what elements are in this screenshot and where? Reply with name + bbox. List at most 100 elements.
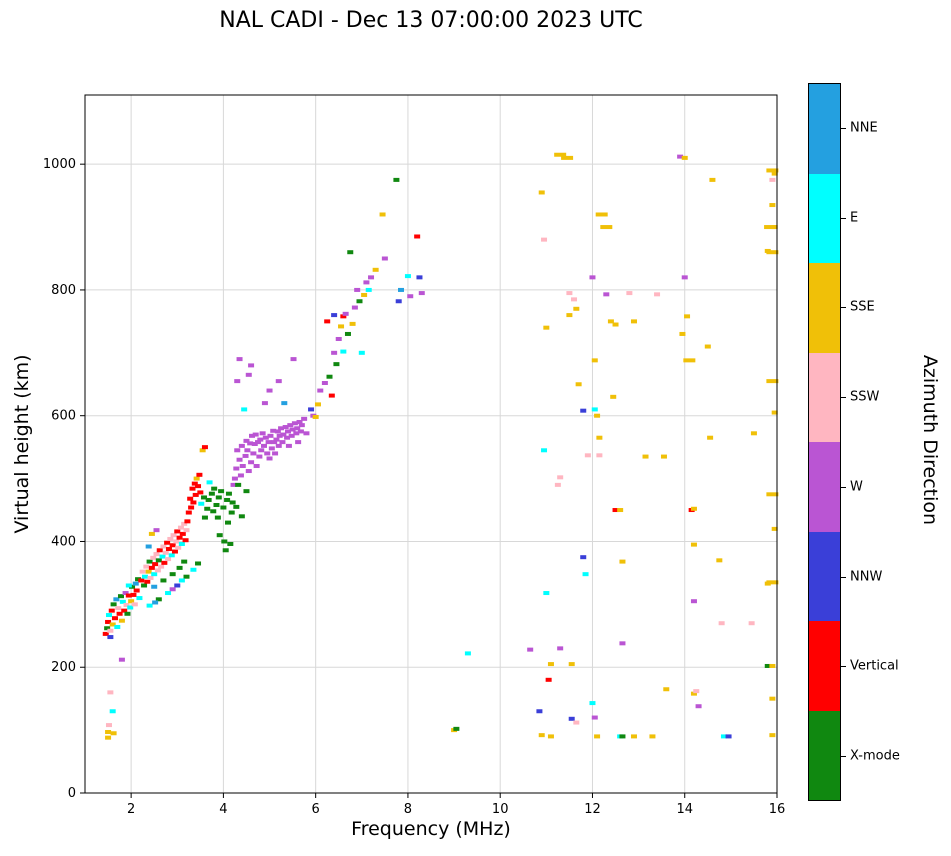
data-point xyxy=(196,472,203,477)
data-point xyxy=(187,496,194,501)
data-point xyxy=(368,275,375,280)
data-point xyxy=(156,548,163,553)
data-point xyxy=(340,349,347,354)
data-point xyxy=(243,489,250,494)
data-point xyxy=(416,275,423,280)
data-point xyxy=(224,497,231,502)
data-point xyxy=(281,401,288,406)
data-point xyxy=(748,621,755,626)
data-point xyxy=(153,552,160,557)
data-point xyxy=(642,454,649,459)
data-point xyxy=(251,442,258,446)
colorbar-category-label: Vertical xyxy=(850,658,899,674)
data-point xyxy=(155,558,162,563)
data-point xyxy=(171,549,178,554)
data-point xyxy=(216,533,223,538)
colorbar-segment-x-mode xyxy=(809,710,840,800)
data-point xyxy=(141,583,148,588)
data-point xyxy=(750,431,757,436)
data-point xyxy=(690,691,697,696)
data-point xyxy=(340,314,347,319)
data-point xyxy=(247,441,254,446)
data-point xyxy=(681,275,688,280)
x-tick-label: 6 xyxy=(312,802,320,817)
data-point xyxy=(221,539,228,544)
data-point xyxy=(133,588,140,593)
data-point xyxy=(600,225,613,230)
data-point xyxy=(228,510,235,515)
data-point xyxy=(381,256,388,261)
data-point xyxy=(233,466,240,471)
data-point xyxy=(176,535,183,540)
data-point xyxy=(571,297,578,302)
data-point xyxy=(188,505,195,510)
data-point xyxy=(619,734,626,739)
data-point xyxy=(771,526,778,531)
data-point xyxy=(201,495,208,500)
data-point xyxy=(677,154,684,159)
data-point xyxy=(769,203,776,208)
data-point xyxy=(150,555,157,560)
data-point xyxy=(225,520,232,525)
data-point xyxy=(630,319,637,324)
data-point xyxy=(141,574,148,579)
data-point xyxy=(683,358,696,363)
data-point xyxy=(145,569,152,574)
plot-border xyxy=(84,94,778,794)
data-point xyxy=(285,443,292,448)
data-point xyxy=(183,528,190,533)
data-point xyxy=(766,580,779,585)
data-point xyxy=(201,445,208,450)
data-point xyxy=(284,429,291,434)
data-point xyxy=(303,431,310,436)
data-point xyxy=(222,548,229,553)
x-tick-label: 16 xyxy=(769,802,786,817)
colorbar-tick xyxy=(841,666,846,668)
data-point xyxy=(295,440,302,445)
y-tick-label: 400 xyxy=(51,534,76,549)
data-point xyxy=(248,460,255,465)
data-point xyxy=(183,574,190,579)
data-point xyxy=(233,504,240,509)
data-point xyxy=(260,443,267,448)
data-point xyxy=(607,319,614,324)
data-point xyxy=(591,715,598,720)
data-point xyxy=(124,611,131,616)
colorbar-segment-ssw xyxy=(809,352,840,442)
data-point xyxy=(162,550,169,555)
data-point xyxy=(275,379,282,384)
data-point xyxy=(275,443,282,448)
data-point xyxy=(317,388,324,393)
data-point xyxy=(766,168,779,173)
data-point xyxy=(547,662,554,667)
data-point xyxy=(595,212,608,217)
data-point xyxy=(265,440,272,445)
data-point xyxy=(229,500,236,505)
data-point xyxy=(594,413,601,418)
data-point xyxy=(155,597,162,602)
data-point xyxy=(690,542,697,547)
data-point xyxy=(128,599,135,604)
data-point xyxy=(205,497,212,502)
data-point xyxy=(122,591,129,596)
data-point xyxy=(338,324,345,329)
data-point xyxy=(414,234,421,239)
data-point xyxy=(175,545,182,550)
data-point xyxy=(213,502,220,507)
data-point xyxy=(288,433,295,438)
data-point xyxy=(365,287,372,292)
data-point xyxy=(160,544,167,549)
data-point xyxy=(536,709,543,714)
data-point xyxy=(342,311,349,316)
data-point xyxy=(769,696,776,701)
data-point xyxy=(589,275,596,280)
y-tick-label: 800 xyxy=(51,283,76,298)
data-point xyxy=(170,533,177,538)
data-point xyxy=(165,591,172,596)
data-point xyxy=(109,622,116,627)
data-point xyxy=(165,547,172,552)
data-point xyxy=(649,734,656,739)
data-point xyxy=(118,657,125,662)
data-point xyxy=(331,313,338,318)
data-point xyxy=(173,539,180,544)
